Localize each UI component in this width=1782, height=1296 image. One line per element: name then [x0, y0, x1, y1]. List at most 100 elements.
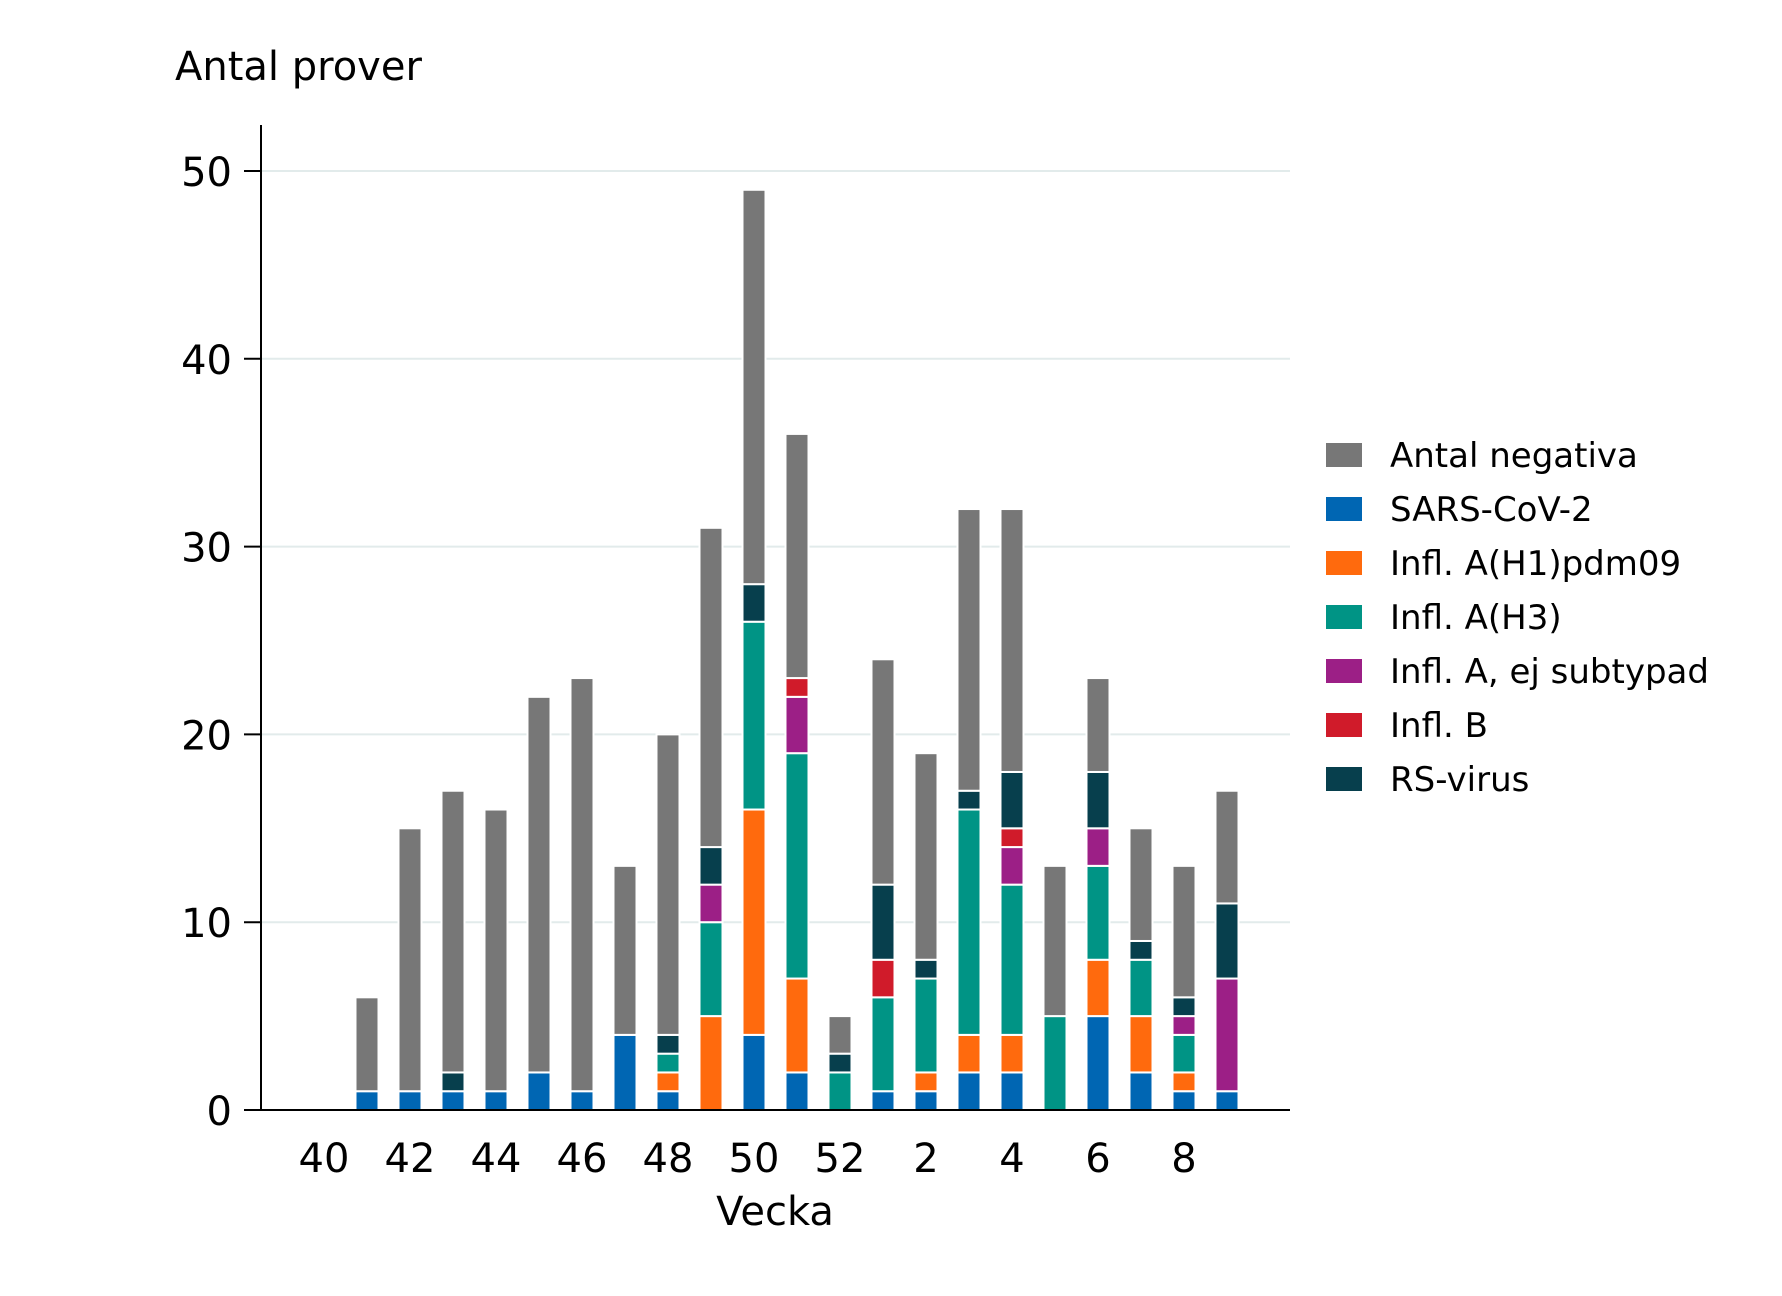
bar-segment [999, 770, 1025, 830]
legend-swatch [1324, 549, 1364, 577]
x-tick-label: 2 [913, 1136, 938, 1182]
bar-segment [913, 1090, 939, 1111]
x-axis-title: Vecka [716, 1189, 834, 1235]
bar-segment [999, 883, 1025, 1036]
legend-swatch [1324, 441, 1364, 469]
bar-segment [827, 1015, 853, 1055]
legend-swatch [1324, 603, 1364, 631]
legend-label: Infl. A, ej subtypad [1390, 652, 1709, 692]
bar-segment [999, 1033, 1025, 1074]
bar-segment [827, 1052, 853, 1074]
bar-segment [655, 1071, 681, 1093]
bar-segment [1214, 1090, 1240, 1111]
bar-segment [526, 1071, 552, 1111]
bar-segment [1042, 864, 1068, 1018]
bar-segment [526, 695, 552, 1074]
bar-segment [1085, 770, 1111, 830]
legend-label: Infl. B [1390, 706, 1488, 746]
legend-label: RS-virus [1390, 760, 1529, 800]
bar-segment [1128, 958, 1154, 1018]
bar-segment [741, 1033, 767, 1112]
bar-segment [354, 1090, 380, 1111]
legend-label: Infl. A(H3) [1390, 598, 1562, 638]
bar-segment [956, 1033, 982, 1074]
legend-label: Antal negativa [1390, 436, 1638, 476]
bar-segment [999, 1071, 1025, 1111]
bar-segment [569, 1090, 595, 1111]
bar-segment [913, 1071, 939, 1093]
x-tick-label: 52 [815, 1136, 866, 1182]
axes [260, 125, 1290, 1111]
bar-segment [741, 620, 767, 811]
y-tick-label: 50 [181, 150, 232, 196]
bar-segment [440, 789, 466, 1074]
bar-segment [483, 808, 509, 1093]
bar-segment [1085, 864, 1111, 961]
bar-segment [1171, 1090, 1197, 1111]
y-tick-label: 10 [181, 901, 232, 947]
bar-segment [870, 883, 896, 961]
legend-label: Infl. A(H1)pdm09 [1390, 544, 1681, 584]
bars [354, 188, 1240, 1112]
gridlines [261, 170, 1290, 924]
bar-segment [870, 958, 896, 999]
bar-segment [741, 188, 767, 586]
legend-swatch [1324, 657, 1364, 685]
bar-segment [1171, 1071, 1197, 1093]
x-tick-label: 4 [999, 1136, 1024, 1182]
bar-segment [1085, 1015, 1111, 1111]
bar-segment [483, 1090, 509, 1111]
bar-segment [698, 526, 724, 849]
x-tick-label: 50 [729, 1136, 780, 1182]
bar-segment [397, 1090, 423, 1111]
x-tick-label: 42 [385, 1136, 436, 1182]
bar-segment [741, 808, 767, 1036]
bar-segment [784, 695, 810, 755]
bar-segment [956, 1071, 982, 1111]
bar-segment [569, 677, 595, 1093]
bar-segment [1171, 864, 1197, 999]
bar-segment [913, 752, 939, 961]
x-ticks: 40 42 44 46 48 50 52 2 4 6 8 [299, 1136, 1197, 1182]
bar-segment [1128, 1071, 1154, 1111]
bar-segment [698, 846, 724, 886]
bar-segment [698, 883, 724, 924]
y-tick-label: 30 [181, 526, 232, 572]
bar-segment [1171, 996, 1197, 1018]
x-tick-label: 40 [299, 1136, 350, 1182]
bar-segment [956, 789, 982, 811]
bar-segment [913, 958, 939, 980]
y-tick-label: 20 [181, 713, 232, 759]
bar-segment [612, 864, 638, 1036]
bar-segment [1171, 1033, 1197, 1074]
x-tick-label: 6 [1085, 1136, 1110, 1182]
bar-segment [1171, 1015, 1197, 1036]
bar-segment [784, 1071, 810, 1111]
x-tick-label: 48 [643, 1136, 694, 1182]
bar-segment [1085, 677, 1111, 773]
bar-segment [655, 1033, 681, 1055]
bar-segment [354, 996, 380, 1093]
legend-swatch [1324, 711, 1364, 739]
x-tick-label: 8 [1171, 1136, 1196, 1182]
bar-segment [784, 752, 810, 980]
bar-segment [956, 808, 982, 1036]
y-tick-label: 0 [207, 1089, 232, 1135]
bar-segment [1128, 1015, 1154, 1074]
bar-segment [784, 977, 810, 1074]
y-axis-title: Antal prover [175, 44, 422, 90]
legend-swatch [1324, 765, 1364, 793]
bar-segment [698, 921, 724, 1018]
bar-segment [999, 846, 1025, 886]
bar-segment [741, 583, 767, 623]
bar-segment [784, 677, 810, 698]
bar-segment [397, 827, 423, 1093]
y-ticks: 0 10 20 30 40 50 [181, 150, 261, 1135]
legend-label: SARS-CoV-2 [1390, 490, 1593, 530]
bar-segment [784, 432, 810, 680]
bar-segment [870, 658, 896, 886]
bar-segment [440, 1090, 466, 1111]
bar-segment [655, 733, 681, 1036]
bar-segment [612, 1033, 638, 1112]
